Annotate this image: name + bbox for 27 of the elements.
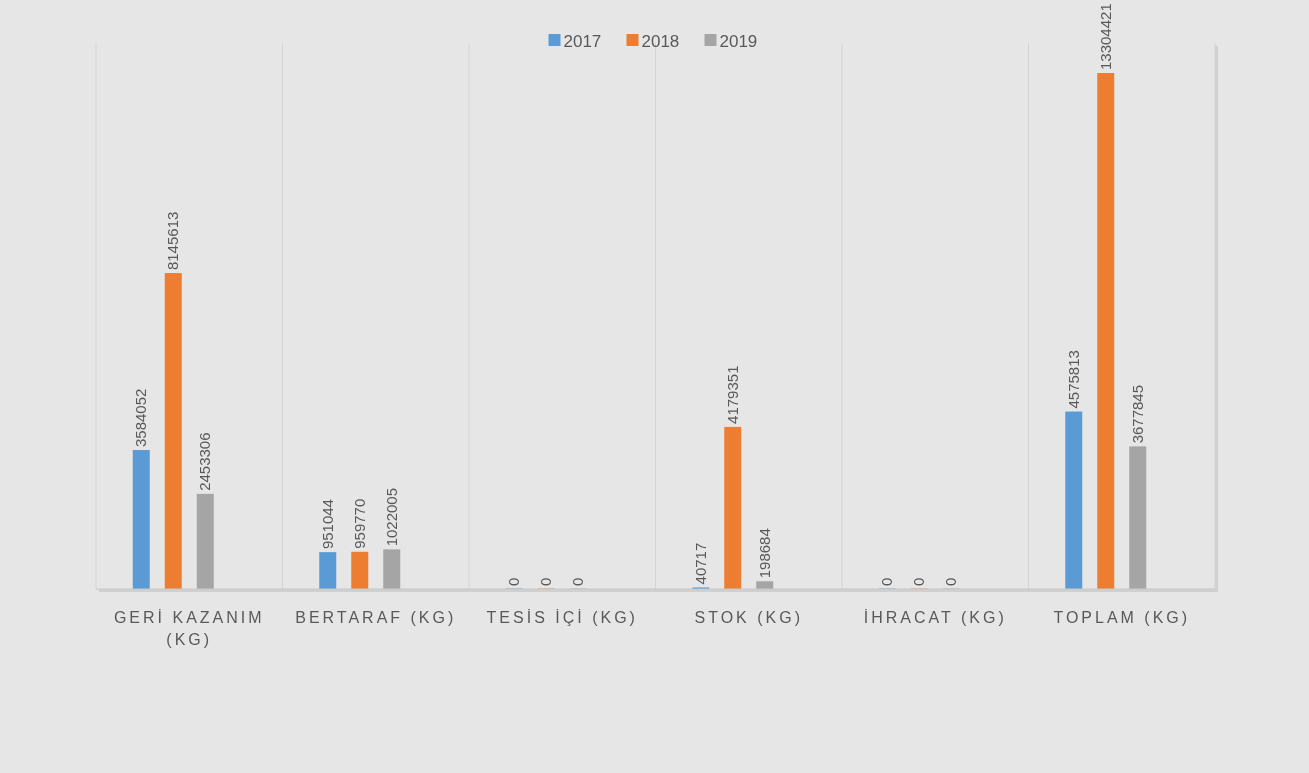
legend-label: 2019	[719, 32, 758, 51]
data-label: 0	[569, 577, 587, 586]
data-label: 951044	[318, 499, 336, 550]
x-tick-label: GERİ KAZANIM (KG)	[113, 608, 265, 648]
x-tick-label: BERTARAF (KG)	[295, 609, 457, 626]
data-label: 2453306	[196, 432, 214, 491]
data-label: 0	[537, 577, 555, 586]
data-label: 1022005	[382, 487, 400, 547]
data-label: 0	[505, 577, 523, 586]
x-tick-label: İHRACAT (KG)	[863, 608, 1007, 626]
x-tick-label: TOPLAM (KG)	[1053, 609, 1191, 626]
x-tick-label: TESİS İÇİ (KG)	[486, 608, 638, 626]
data-label: 4575813	[1064, 350, 1082, 409]
x-tick-label: STOK (KG)	[694, 609, 803, 626]
data-label: 8145613	[164, 211, 182, 271]
data-label: 3584052	[132, 388, 150, 447]
data-label: 959770	[350, 498, 368, 549]
data-label: 198684	[755, 528, 773, 579]
legend-label: 2018	[641, 32, 680, 51]
legend-label: 2017	[563, 32, 602, 51]
data-label: 3677845	[1128, 384, 1146, 444]
data-label: 40717	[691, 542, 709, 585]
data-label: 0	[910, 577, 928, 586]
data-label: 4179351	[723, 365, 741, 424]
data-label: 0	[878, 577, 896, 586]
data-label: 13304421	[1096, 3, 1114, 70]
data-label: 0	[942, 577, 960, 586]
